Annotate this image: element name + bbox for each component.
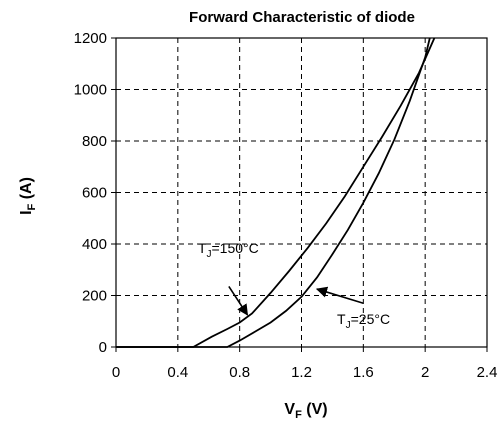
y-tick-label: 0	[99, 339, 107, 356]
y-tick-label: 800	[82, 133, 107, 150]
x-tick-label: 0.8	[229, 364, 250, 381]
y-tick-label: 1200	[74, 30, 107, 47]
x-tick-label: 1.2	[291, 364, 312, 381]
annotations: TJ=150°C TJ=25°C	[198, 240, 390, 331]
annotation-label-2: TJ=25°C	[337, 311, 390, 331]
grid-lines	[116, 38, 487, 347]
tick-labels: 0 0.4 0.8 1.2 1.6 2 2.4 0 200 400 600 800 1000 1200	[74, 30, 498, 381]
y-tick-label: 1000	[74, 82, 107, 99]
y-tick-label: 400	[82, 236, 107, 253]
annotation-arrow-2	[315, 286, 364, 304]
data-series	[116, 37, 436, 348]
x-axis-label: VF (V)	[284, 401, 327, 421]
annotation-arrow-1	[228, 286, 249, 316]
y-tick-label: 600	[82, 185, 107, 202]
annotation-label-1: TJ=150°C	[198, 240, 259, 260]
x-tick-label: 1.6	[353, 364, 374, 381]
x-tick-label: 0	[112, 364, 120, 381]
y-axis-label: IF (A)	[18, 177, 38, 215]
series-line-2	[116, 37, 431, 348]
y-tick-label: 200	[82, 288, 107, 305]
x-tick-label: 0.4	[167, 364, 188, 381]
x-tick-label: 2.4	[477, 364, 498, 381]
chart-title: Forward Characteristic of diode	[189, 9, 415, 26]
x-tick-label: 2	[421, 364, 429, 381]
series-line-1	[116, 37, 436, 348]
